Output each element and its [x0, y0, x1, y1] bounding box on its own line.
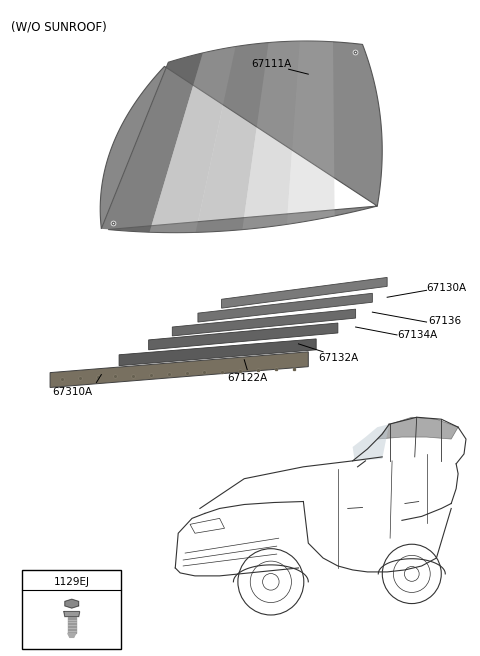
Polygon shape — [242, 41, 300, 230]
Text: (W/O SUNROOF): (W/O SUNROOF) — [11, 20, 107, 33]
Polygon shape — [149, 323, 338, 350]
Polygon shape — [190, 518, 225, 533]
Polygon shape — [100, 41, 382, 233]
Polygon shape — [64, 611, 80, 617]
Polygon shape — [377, 417, 458, 439]
Polygon shape — [222, 277, 387, 308]
Circle shape — [238, 548, 304, 615]
Polygon shape — [287, 41, 335, 224]
Text: 67111A: 67111A — [251, 59, 291, 70]
Text: 67122A: 67122A — [228, 373, 268, 382]
Polygon shape — [353, 424, 389, 461]
Text: 67134A: 67134A — [397, 330, 437, 340]
Text: 67310A: 67310A — [52, 388, 92, 398]
Circle shape — [382, 544, 441, 604]
Text: 67132A: 67132A — [318, 353, 359, 363]
Text: 1129EJ: 1129EJ — [54, 577, 90, 587]
Polygon shape — [172, 309, 356, 336]
Text: 67136: 67136 — [429, 316, 462, 326]
Polygon shape — [50, 352, 308, 388]
Polygon shape — [101, 53, 203, 232]
Polygon shape — [68, 617, 76, 634]
Polygon shape — [198, 293, 372, 322]
Bar — [23, 570, 121, 649]
Text: 67130A: 67130A — [427, 283, 467, 293]
Polygon shape — [119, 339, 316, 365]
Polygon shape — [65, 600, 79, 608]
Polygon shape — [68, 634, 76, 638]
Polygon shape — [196, 43, 269, 232]
Polygon shape — [150, 47, 236, 232]
